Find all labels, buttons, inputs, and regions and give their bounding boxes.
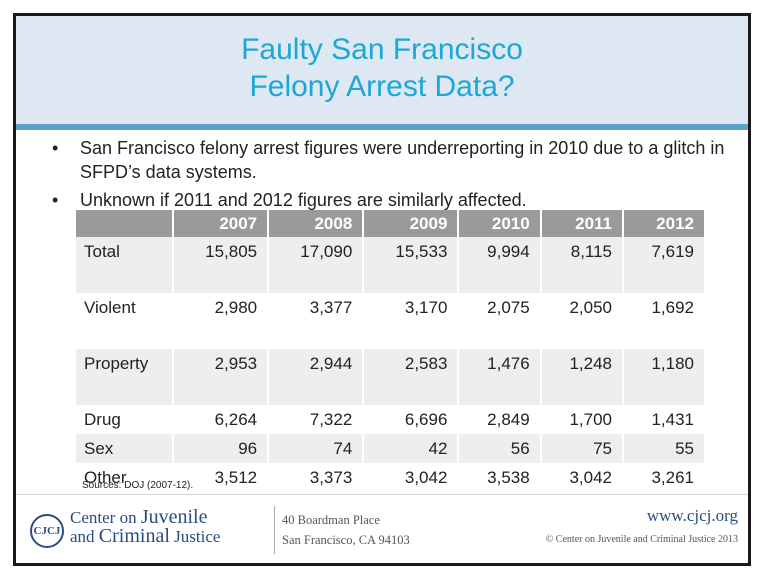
address: 40 Boardman Place San Francisco, CA 9410…: [282, 510, 410, 550]
logo-text-part: and: [70, 527, 99, 546]
table-cell: 17,090: [267, 237, 364, 293]
table-cell: 7,322: [267, 405, 364, 434]
table-cell: 75: [539, 434, 624, 463]
sources-note: Sources: DOJ (2007-12).: [82, 480, 194, 491]
table-cell: 15,533: [362, 237, 459, 293]
table-cell: 1,692: [622, 293, 704, 349]
table-row: Property 2,953 2,944 2,583 1,476 1,248 1…: [76, 349, 704, 405]
row-label: Violent: [76, 293, 173, 349]
row-label: Total: [76, 237, 173, 293]
table-cell: 2,583: [362, 349, 459, 405]
table-cell: 3,261: [622, 463, 704, 492]
logo-text-part: Justice: [169, 527, 221, 546]
slide: Faulty San Francisco Felony Arrest Data?…: [13, 13, 751, 566]
table-row: Violent 2,980 3,377 3,170 2,075 2,050 1,…: [76, 293, 704, 349]
slide-title: Faulty San Francisco Felony Arrest Data?: [16, 31, 748, 105]
table-header-cell: 2007: [171, 210, 269, 237]
table-header-cell: 2010: [457, 210, 541, 237]
cjcj-badge-icon: CJCJ: [30, 514, 64, 548]
table-cell: 8,115: [539, 237, 624, 293]
row-label: Other: [76, 463, 173, 492]
bullet-item: • Unknown if 2011 and 2012 figures are s…: [52, 188, 732, 212]
website-link[interactable]: www.cjcj.org: [646, 506, 738, 525]
table-cell: 2,075: [457, 293, 541, 349]
table-header-cell: 2012: [622, 210, 704, 237]
table-cell: 74: [267, 434, 364, 463]
table-row: Drug 6,264 7,322 6,696 2,849 1,700 1,431: [76, 405, 704, 434]
table-cell: 2,953: [171, 349, 269, 405]
table-cell: 6,264: [171, 405, 269, 434]
table-header-cell: 2008: [267, 210, 364, 237]
table-cell: 3,538: [457, 463, 541, 492]
footer-vertical-divider: [274, 506, 275, 554]
title-band: Faulty San Francisco Felony Arrest Data?: [16, 16, 748, 124]
logo-text-part: Criminal: [98, 525, 170, 547]
copyright-notice: © Center on Juvenile and Criminal Justic…: [545, 534, 738, 545]
arrest-data-table: 2007 2008 2009 2010 2011 2012 Total 15,8…: [76, 210, 704, 492]
table-cell: 2,050: [539, 293, 624, 349]
table-cell: 3,373: [267, 463, 364, 492]
bullet-marker: •: [52, 138, 59, 158]
table-cell: 1,476: [457, 349, 541, 405]
table-row: Total 15,805 17,090 15,533 9,994 8,115 7…: [76, 237, 704, 293]
footer-divider: [16, 494, 748, 495]
table-cell: 2,849: [457, 405, 541, 434]
table-row: Sex 96 74 42 56 75 55: [76, 434, 704, 463]
table-cell: 1,700: [539, 405, 624, 434]
bullet-text: San Francisco felony arrest figures were…: [80, 138, 725, 182]
table-cell: 56: [457, 434, 541, 463]
bullet-list: • San Francisco felony arrest figures we…: [52, 136, 732, 216]
table-cell: 42: [362, 434, 459, 463]
table-header-cell: 2011: [539, 210, 624, 237]
table-cell: 2,980: [171, 293, 269, 349]
logo-wordmark: Center on Juvenile and Criminal Justice: [70, 506, 221, 547]
address-line-1: 40 Boardman Place: [282, 513, 380, 527]
bullet-item: • San Francisco felony arrest figures we…: [52, 136, 732, 184]
title-line-1: Faulty San Francisco: [241, 33, 523, 66]
table-cell: 3,042: [539, 463, 624, 492]
table-cell: 55: [622, 434, 704, 463]
row-label: Sex: [76, 434, 173, 463]
logo-text-part: Center on: [70, 508, 141, 527]
bullet-marker: •: [52, 190, 59, 210]
table-header-row: 2007 2008 2009 2010 2011 2012: [76, 210, 704, 237]
logo-text-part: Juvenile: [140, 506, 208, 528]
table-cell: 6,696: [362, 405, 459, 434]
table-cell: 1,180: [622, 349, 704, 405]
cjcj-logo: CJCJ Center on Juvenile and Criminal Jus…: [30, 506, 272, 558]
title-line-2: Felony Arrest Data?: [249, 70, 515, 103]
address-line-2: San Francisco, CA 94103: [282, 533, 410, 547]
table-cell: 1,431: [622, 405, 704, 434]
table-cell: 15,805: [171, 237, 269, 293]
table-cell: 9,994: [457, 237, 541, 293]
table-header-cell: [76, 210, 173, 237]
table-cell: 3,512: [171, 463, 269, 492]
bullet-text: Unknown if 2011 and 2012 figures are sim…: [80, 190, 527, 210]
table-cell: 3,042: [362, 463, 459, 492]
table-cell: 3,170: [362, 293, 459, 349]
table-row: Other 3,512 3,373 3,042 3,538 3,042 3,26…: [76, 463, 704, 492]
table-cell: 1,248: [539, 349, 624, 405]
table-header-cell: 2009: [362, 210, 459, 237]
table-cell: 96: [171, 434, 269, 463]
table-cell: 3,377: [267, 293, 364, 349]
row-label: Drug: [76, 405, 173, 434]
table-cell: 7,619: [622, 237, 704, 293]
table-cell: 2,944: [267, 349, 364, 405]
row-label: Property: [76, 349, 173, 405]
title-divider: [16, 124, 748, 130]
